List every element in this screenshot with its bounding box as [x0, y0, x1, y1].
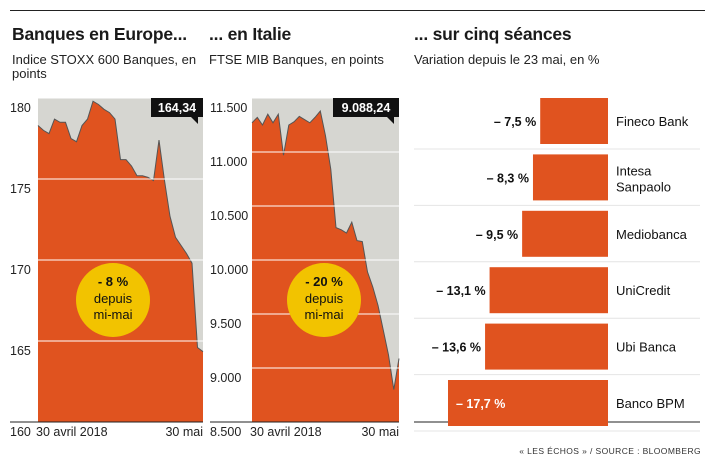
annotation-text: mi-mai [94, 307, 133, 322]
last-value-badge [151, 98, 203, 117]
value-label: – 7,5 % [494, 115, 536, 129]
last-value-label: 164,34 [158, 101, 196, 115]
bar [485, 323, 608, 370]
y-tick-label: 160 [10, 425, 31, 439]
chart1-subtitle: Indice STOXX 600 Banques, en points [12, 52, 197, 81]
annotation-text: mi-mai [305, 307, 344, 322]
bar [522, 210, 608, 257]
annotation-text: depuis [305, 291, 344, 306]
y-tick-label: 11.500 [210, 101, 247, 115]
x-tick-label: 30 mai [361, 425, 399, 439]
annotation-text: depuis [94, 291, 133, 306]
last-value-label: 9.088,24 [342, 101, 391, 115]
bar [532, 154, 608, 201]
category-label: Fineco Bank [616, 114, 689, 129]
area-chart-1: 180 175 170 165 160 30 avril 2018 30 mai 164,34… [10, 97, 204, 439]
annotation-change: - 8 % [98, 274, 129, 289]
y-tick-label: 10.000 [210, 263, 248, 277]
bar [540, 98, 608, 144]
chart2-subtitle: FTSE MIB Banques, en points [209, 52, 384, 67]
series-line [37, 100, 204, 353]
badge-pointer [191, 117, 198, 124]
category-label: Banco BPM [616, 396, 685, 411]
value-label: – 13,6 % [432, 341, 481, 355]
y-tick-label: 11.000 [210, 155, 247, 169]
y-tick-label: 10.500 [210, 209, 248, 223]
category-label: Mediobanca [616, 227, 688, 242]
x-tick-label: 30 mai [165, 425, 203, 439]
chart3-title: ... sur cinq séances [414, 24, 572, 44]
chart2-title: ... en Italie [209, 24, 292, 44]
category-label: Intesa [616, 163, 652, 178]
y-tick-label: 175 [10, 182, 31, 196]
annotation-circle [76, 263, 150, 337]
category-label: UniCredit [616, 283, 671, 298]
annotation-change: - 20 % [305, 274, 343, 289]
top-rule [10, 10, 705, 11]
value-label: – 9,5 % [476, 228, 518, 242]
chart3-subtitle: Variation depuis le 23 mai, en % [414, 52, 600, 67]
y-tick-label: 180 [10, 101, 31, 115]
value-label: – 13,1 % [436, 284, 485, 298]
annotation-circle [287, 263, 361, 337]
y-tick-label: 9.000 [210, 371, 241, 385]
y-tick-label: 170 [10, 263, 31, 277]
value-label: – 17,7 % [456, 397, 505, 411]
area-series [38, 101, 203, 422]
category-label: Sanpaolo [616, 179, 671, 194]
x-tick-label: 30 avril 2018 [250, 425, 322, 439]
last-value-badge [333, 98, 399, 117]
y-tick-label: 9.500 [210, 317, 241, 331]
category-label: Ubi Banca [616, 340, 677, 355]
bar [448, 380, 608, 426]
y-tick-label: 165 [10, 344, 31, 358]
bar [489, 267, 608, 314]
badge-pointer [387, 117, 394, 124]
area-chart-2: 11.500 11.000 10.500 10.000 9.500 9.000 8.500 3… [210, 97, 400, 439]
y-tick-label: 8.500 [210, 425, 241, 439]
chart1-title: Banques en Europe... [12, 24, 187, 44]
value-label: – 8,3 % [487, 171, 529, 185]
x-tick-label: 30 avril 2018 [36, 425, 108, 439]
series-line [251, 109, 400, 390]
source-note: « LES ÉCHOS » / SOURCE : BLOOMBERG [519, 446, 701, 456]
